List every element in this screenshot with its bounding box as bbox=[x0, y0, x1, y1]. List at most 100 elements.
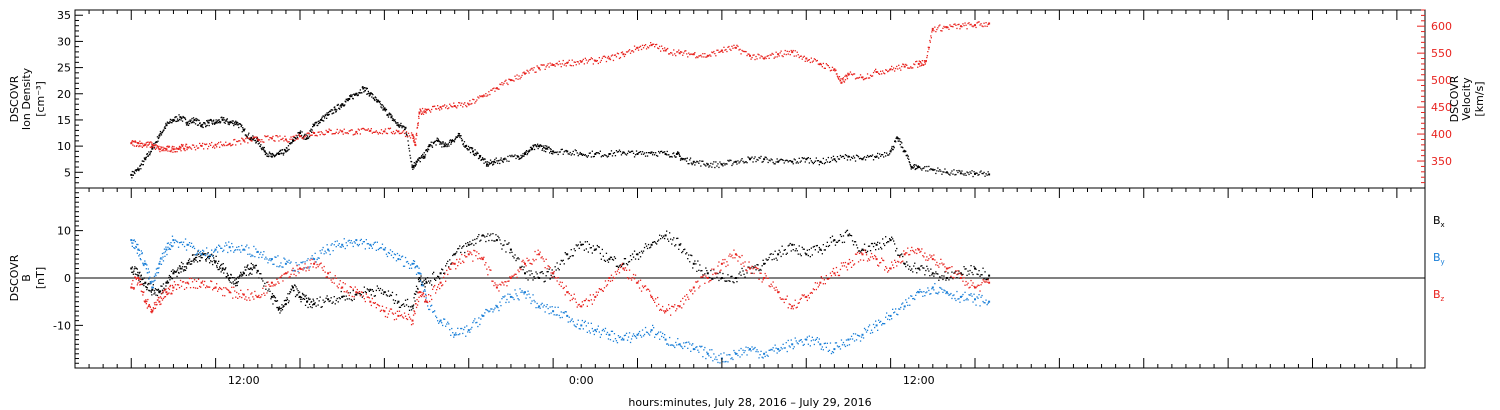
bx-sample bbox=[246, 265, 248, 267]
ion-density-sample bbox=[842, 155, 845, 158]
velocity-sample bbox=[364, 129, 366, 131]
bx-sample bbox=[516, 258, 518, 260]
by-sample bbox=[203, 250, 205, 252]
bx-sample bbox=[139, 281, 141, 283]
bz-sample bbox=[290, 273, 292, 275]
by-sample bbox=[182, 241, 185, 243]
velocity-sample bbox=[170, 149, 173, 151]
ion-density-sample bbox=[844, 154, 847, 156]
velocity-sample bbox=[719, 51, 721, 53]
velocity-sample bbox=[525, 72, 527, 74]
bx-sample bbox=[420, 284, 423, 286]
velocity-sample bbox=[929, 41, 931, 43]
ion-density-sample bbox=[432, 141, 434, 144]
by-sample bbox=[799, 339, 801, 341]
ion-density-sample bbox=[816, 160, 818, 162]
ion-density-sample bbox=[715, 161, 717, 163]
by-sample bbox=[838, 345, 841, 348]
bz-sample bbox=[696, 281, 698, 283]
by-sample bbox=[525, 297, 527, 299]
ion-density-sample bbox=[333, 112, 335, 114]
bz-sample bbox=[219, 286, 221, 289]
bz-sample bbox=[617, 268, 620, 270]
velocity-sample bbox=[318, 131, 320, 133]
ion-density-sample bbox=[388, 112, 391, 114]
by-sample bbox=[157, 272, 160, 274]
ion-density-sample bbox=[624, 153, 627, 155]
bx-sample bbox=[298, 291, 301, 293]
velocity-sample bbox=[311, 134, 313, 136]
velocity-sample bbox=[935, 31, 937, 33]
ion-density-sample bbox=[309, 130, 312, 132]
ion-density-sample bbox=[176, 120, 178, 122]
velocity-sample bbox=[837, 77, 840, 80]
ion-density-sample bbox=[948, 173, 950, 175]
velocity-sample bbox=[291, 138, 293, 140]
ion-density-sample bbox=[185, 122, 187, 124]
velocity-sample bbox=[917, 66, 919, 68]
by-sample bbox=[825, 346, 827, 348]
bz-sample bbox=[393, 319, 396, 321]
bx-sample bbox=[491, 239, 493, 242]
by-sample bbox=[740, 347, 742, 350]
ion-density-sample bbox=[202, 126, 204, 129]
by-sample bbox=[334, 240, 336, 243]
velocity-y-tick-label: 450 bbox=[1431, 101, 1452, 114]
by-sample bbox=[683, 342, 685, 344]
by-sample bbox=[837, 346, 840, 348]
ion-density-sample bbox=[164, 127, 167, 129]
bz-sample bbox=[282, 280, 284, 282]
by-sample bbox=[267, 262, 269, 264]
bx-sample bbox=[270, 298, 272, 300]
velocity-sample bbox=[944, 26, 946, 29]
bx-sample bbox=[185, 267, 188, 269]
bz-sample bbox=[587, 299, 589, 302]
ion-density-sample bbox=[874, 156, 876, 158]
velocity-sample bbox=[875, 68, 877, 70]
by-sample bbox=[465, 335, 467, 337]
by-sample bbox=[778, 350, 780, 352]
ion-density-sample bbox=[644, 155, 647, 157]
bz-sample bbox=[165, 288, 167, 290]
bx-sample bbox=[238, 277, 240, 279]
bx-sample bbox=[976, 273, 978, 275]
velocity-sample bbox=[132, 144, 134, 146]
bz-point bbox=[172, 286, 175, 289]
by-sample bbox=[546, 304, 548, 306]
ion-density-sample bbox=[780, 158, 782, 160]
ion-density-series bbox=[130, 86, 991, 179]
ion-density-sample bbox=[170, 121, 172, 124]
bx-sample bbox=[231, 282, 233, 284]
velocity-sample bbox=[377, 133, 379, 135]
bx-sample bbox=[329, 300, 331, 302]
bz-sample bbox=[654, 301, 656, 303]
velocity-sample bbox=[846, 76, 848, 78]
by-sample bbox=[970, 293, 972, 295]
ion-density-sample bbox=[694, 164, 696, 166]
velocity-point bbox=[889, 68, 892, 71]
bz-sample bbox=[436, 289, 438, 291]
bz-sample bbox=[175, 288, 178, 290]
ion-density-sample bbox=[526, 153, 528, 156]
bx-sample bbox=[157, 288, 160, 290]
bx-sample bbox=[168, 276, 170, 279]
bx-sample bbox=[132, 273, 134, 275]
bz-sample bbox=[283, 273, 285, 275]
ion-density-point bbox=[486, 163, 488, 166]
bx-sample bbox=[666, 230, 668, 232]
ion-density-point bbox=[931, 168, 934, 171]
velocity-sample bbox=[919, 61, 921, 63]
ion-density-sample bbox=[321, 118, 323, 120]
bx-point bbox=[411, 305, 414, 308]
by-sample bbox=[691, 344, 693, 346]
bz-sample bbox=[233, 286, 235, 288]
bx-sample bbox=[870, 242, 873, 245]
ion-density-sample bbox=[652, 154, 654, 156]
velocity-sample bbox=[769, 54, 771, 56]
ion-density-point bbox=[875, 155, 878, 158]
ion-density-sample bbox=[434, 140, 437, 142]
by-sample bbox=[563, 312, 565, 314]
ion-density-sample bbox=[337, 103, 339, 106]
ion-density-sample bbox=[213, 119, 215, 121]
bx-sample bbox=[804, 252, 806, 254]
